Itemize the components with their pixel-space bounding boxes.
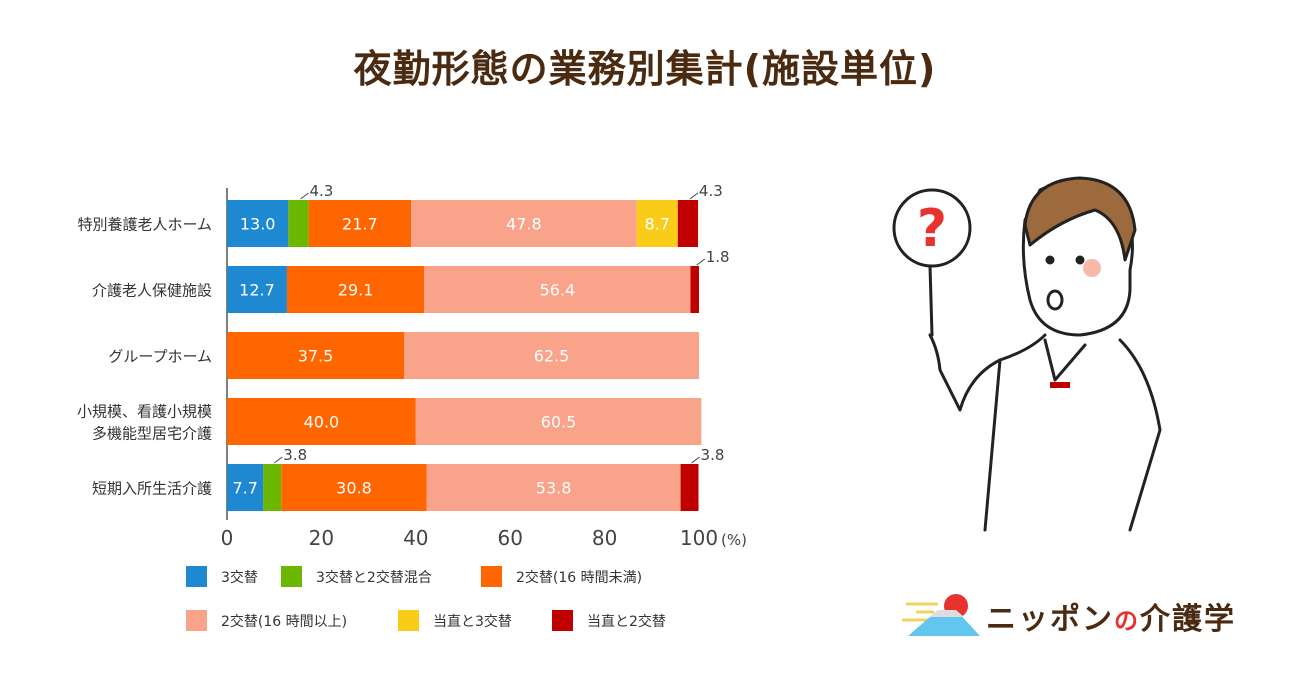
bar-segment: [426, 464, 681, 511]
category-label: 多機能型居宅介護: [92, 425, 212, 443]
data-label: 3.8: [701, 446, 725, 464]
bar-segment: [288, 200, 309, 247]
bar-segment: [415, 398, 702, 445]
data-label: 3.8: [283, 446, 307, 464]
data-label: 62.5: [534, 347, 570, 366]
legend-label: 3交替: [221, 569, 258, 586]
page-title: 夜勤形態の業務別集計(施設単位): [353, 47, 937, 91]
data-label: 30.8: [336, 479, 372, 498]
data-label: 13.0: [240, 215, 276, 234]
category-label: グループホーム: [108, 348, 212, 366]
data-label: 53.8: [536, 479, 572, 498]
data-label: 37.5: [298, 347, 334, 366]
x-tick-label: 40: [403, 526, 428, 550]
data-label-leader: [696, 258, 706, 266]
mount-fuji-logo-icon: [902, 594, 980, 636]
x-tick-label: 80: [592, 526, 617, 550]
logo: ニッポンの介護学: [898, 592, 1258, 640]
data-label-leader: [691, 456, 700, 464]
data-label: 12.7: [239, 281, 275, 300]
legend-swatch: [481, 566, 502, 587]
bar-segment: [308, 200, 412, 247]
bar-segment: [690, 266, 699, 313]
legend-swatch: [398, 610, 419, 631]
category-label: 小規模、看護小規模: [77, 403, 212, 421]
nurse-illustration: ?: [892, 176, 1162, 532]
bar-segment: [636, 200, 678, 247]
legend-item: 2交替(16 時間未満): [481, 566, 642, 587]
bar-segment: [227, 464, 264, 511]
logo-text-b: 介護学: [1140, 602, 1236, 637]
bar-segment: [227, 200, 289, 247]
data-label: 21.7: [342, 215, 378, 234]
category-label: 介護老人保健施設: [92, 282, 212, 300]
data-label: 1.8: [706, 248, 730, 266]
bar-segment: [677, 200, 699, 247]
bar-segment: [424, 266, 691, 313]
bar-segment: [680, 464, 699, 511]
legend-swatch: [552, 610, 573, 631]
legend-label: 3交替と2交替混合: [316, 569, 432, 586]
category-label: 短期入所生活介護: [92, 480, 212, 498]
logo-text-a: ニッポン: [986, 602, 1114, 637]
data-label: 29.1: [338, 281, 374, 300]
bar-segment: [404, 332, 699, 379]
data-label-leader: [689, 192, 699, 200]
data-label: 47.8: [506, 215, 542, 234]
legend-swatch: [281, 566, 302, 587]
x-tick-label: 20: [309, 526, 334, 550]
data-label: 56.4: [540, 281, 576, 300]
data-label: 40.0: [304, 413, 340, 432]
x-tick-label: 100: [680, 526, 718, 550]
bar-segment: [227, 332, 404, 379]
data-label: 4.3: [310, 182, 334, 200]
legend-item: 2交替(16 時間以上): [186, 610, 347, 631]
data-label: 60.5: [541, 413, 577, 432]
legend-item: 3交替: [186, 566, 258, 587]
data-label-leader: [274, 456, 283, 464]
bar-segment: [411, 200, 637, 247]
bar-segment: [227, 398, 416, 445]
bar-segment: [281, 464, 427, 511]
legend-item: 3交替と2交替混合: [281, 566, 432, 587]
data-label-leader: [300, 192, 309, 200]
bar-segment: [227, 266, 287, 313]
legend-label: 当直と3交替: [433, 613, 512, 630]
bar-segment: [286, 266, 425, 313]
x-tick-label: 0: [221, 526, 234, 550]
data-label: 7.7: [232, 479, 257, 498]
bar-segment: [263, 464, 282, 511]
legend-item: 当直と2交替: [552, 610, 666, 631]
legend-label: 2交替(16 時間未満): [516, 569, 643, 586]
logo-text-no: の: [1114, 607, 1140, 635]
question-sign: [892, 188, 972, 268]
data-label: 4.3: [699, 182, 723, 200]
legend-item: 当直と3交替: [398, 610, 512, 631]
legend-swatch: [186, 610, 207, 631]
x-tick-label: 60: [497, 526, 522, 550]
x-unit-label: (%): [721, 531, 747, 549]
legend-label: 2交替(16 時間以上): [221, 613, 348, 630]
category-label: 特別養護老人ホーム: [77, 216, 212, 234]
sign-question-mark: ?: [917, 199, 947, 259]
legend-swatch: [186, 566, 207, 587]
data-label: 8.7: [645, 215, 670, 234]
legend-label: 当直と2交替: [587, 613, 666, 630]
